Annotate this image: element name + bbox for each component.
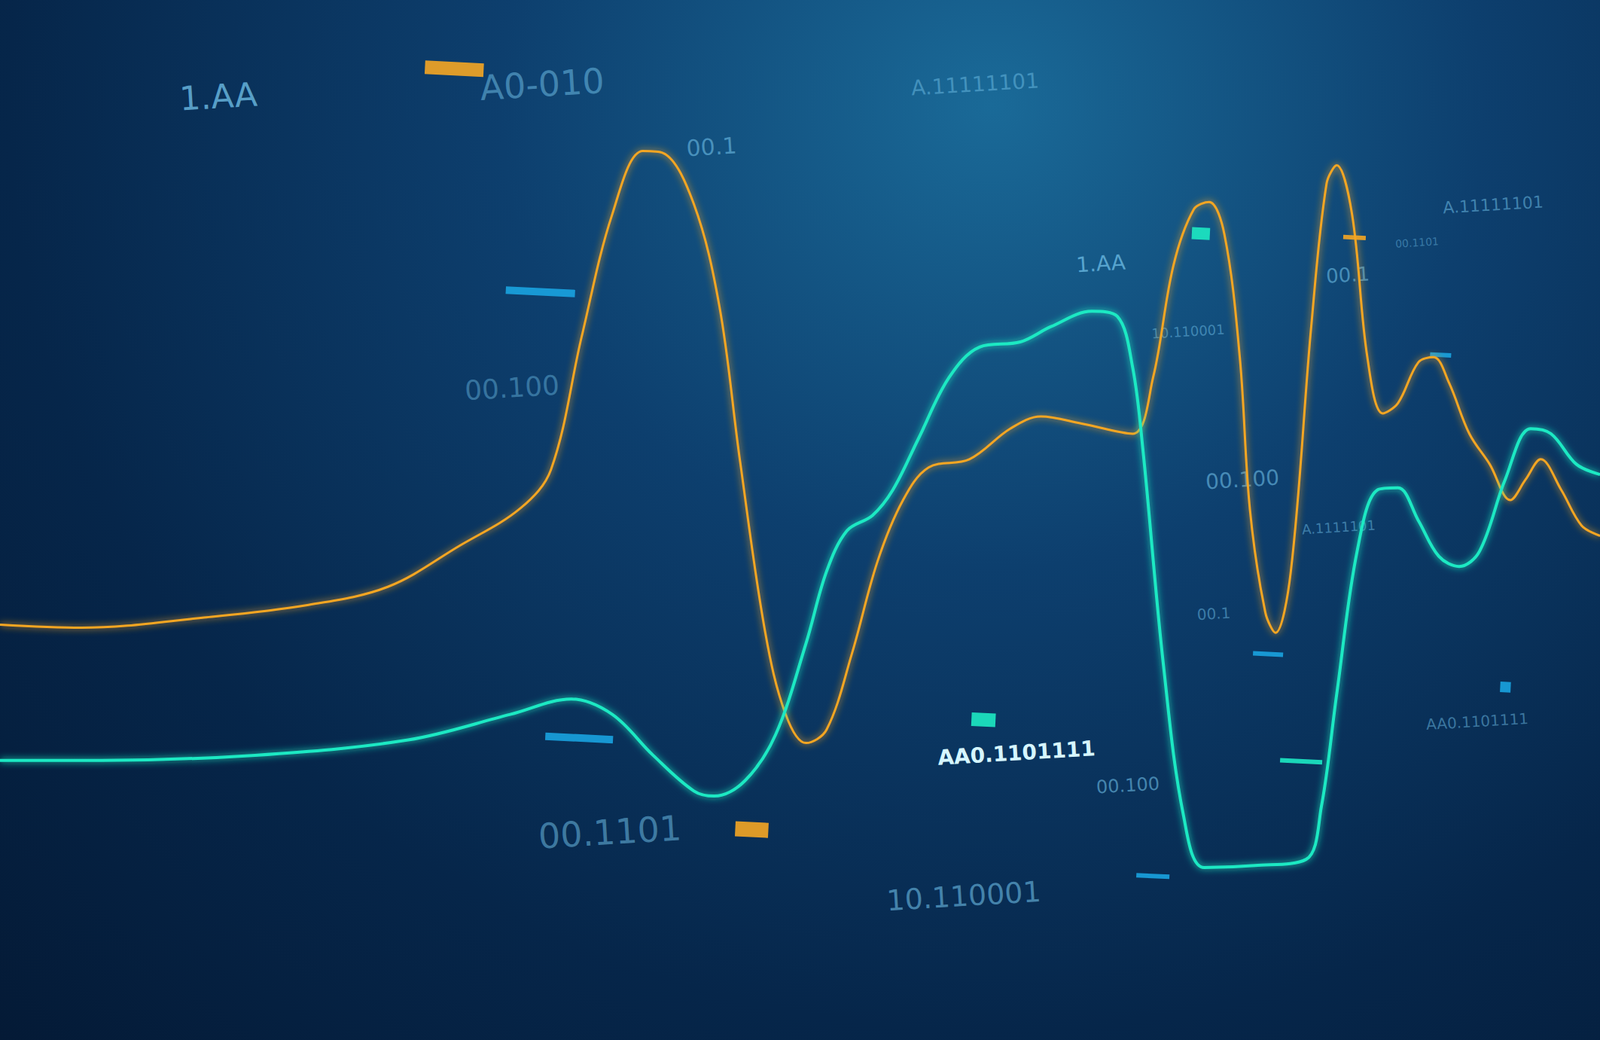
svg-text:10.110001: 10.110001 <box>885 874 1043 918</box>
svg-text:00.100: 00.100 <box>1095 773 1160 799</box>
svg-text:A.1111101: A.1111101 <box>1301 516 1376 538</box>
svg-text:A0-010: A0-010 <box>478 60 606 109</box>
svg-text:00.1: 00.1 <box>1325 262 1371 287</box>
svg-text:00.100: 00.100 <box>463 369 561 406</box>
svg-text:00.1: 00.1 <box>1196 603 1232 625</box>
svg-text:00.1: 00.1 <box>685 132 738 162</box>
svg-text:00.1101: 00.1101 <box>536 807 683 857</box>
svg-text:1.AA: 1.AA <box>178 74 259 118</box>
svg-text:00.1101: 00.1101 <box>1395 234 1440 250</box>
svg-text:00.100: 00.100 <box>1204 465 1280 495</box>
svg-text:AA0.1101111: AA0.1101111 <box>936 735 1096 771</box>
svg-text:AA0.1101111: AA0.1101111 <box>1425 709 1529 734</box>
svg-text:A.11111101: A.11111101 <box>910 67 1040 101</box>
svg-text:A.11111101: A.11111101 <box>1442 192 1545 218</box>
svg-text:1.AA: 1.AA <box>1075 249 1127 278</box>
svg-text:10.110001: 10.110001 <box>1151 321 1226 342</box>
